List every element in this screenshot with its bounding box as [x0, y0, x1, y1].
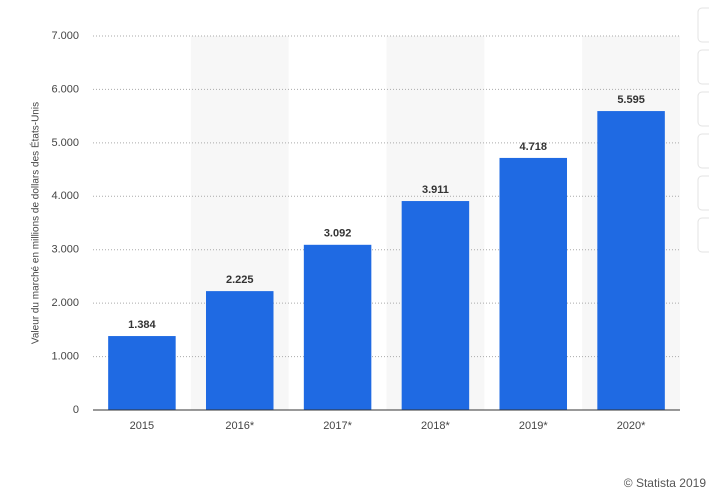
- bar: [499, 157, 568, 410]
- x-tick-label: 2020*: [617, 420, 646, 432]
- x-tick-label: 2018*: [421, 420, 450, 432]
- credit: © Statista 2019: [624, 476, 707, 490]
- value-label: 1.384: [128, 319, 156, 331]
- y-tick-label: 6.000: [51, 83, 79, 95]
- y-tick-label: 3.000: [51, 244, 79, 256]
- y-tick-label: 2.000: [51, 297, 79, 309]
- bar: [205, 291, 274, 410]
- x-tick-label: 2016*: [225, 420, 254, 432]
- x-tick-label: 2017*: [323, 420, 352, 432]
- x-tick-label: 2015: [130, 420, 154, 432]
- x-tick-label: 2019*: [519, 420, 548, 432]
- bar: [303, 244, 372, 410]
- value-label: 5.595: [617, 94, 645, 106]
- y-tick-label: 5.000: [51, 137, 79, 149]
- tool-button[interactable]: [697, 175, 709, 211]
- value-label: 2.225: [226, 274, 254, 286]
- bar: [108, 336, 176, 410]
- tool-button[interactable]: [697, 217, 709, 253]
- bar: [597, 111, 665, 411]
- tool-button[interactable]: [697, 7, 709, 43]
- y-tick-label: 0: [73, 404, 79, 416]
- y-tick-label: 7.000: [51, 30, 79, 42]
- value-label: 3.092: [324, 228, 352, 240]
- tool-button[interactable]: [697, 133, 709, 169]
- y-tick-label: 4.000: [51, 190, 79, 202]
- y-tick-label: 1.000: [51, 350, 79, 362]
- value-label: 3.911: [422, 184, 449, 196]
- toolbar: [697, 7, 709, 253]
- value-label: 4.718: [519, 141, 547, 153]
- y-axis-label: Valeur du marché en millions de dollars …: [29, 102, 42, 344]
- tool-button[interactable]: [697, 49, 709, 85]
- tool-button[interactable]: [697, 91, 709, 127]
- bar: [401, 201, 470, 410]
